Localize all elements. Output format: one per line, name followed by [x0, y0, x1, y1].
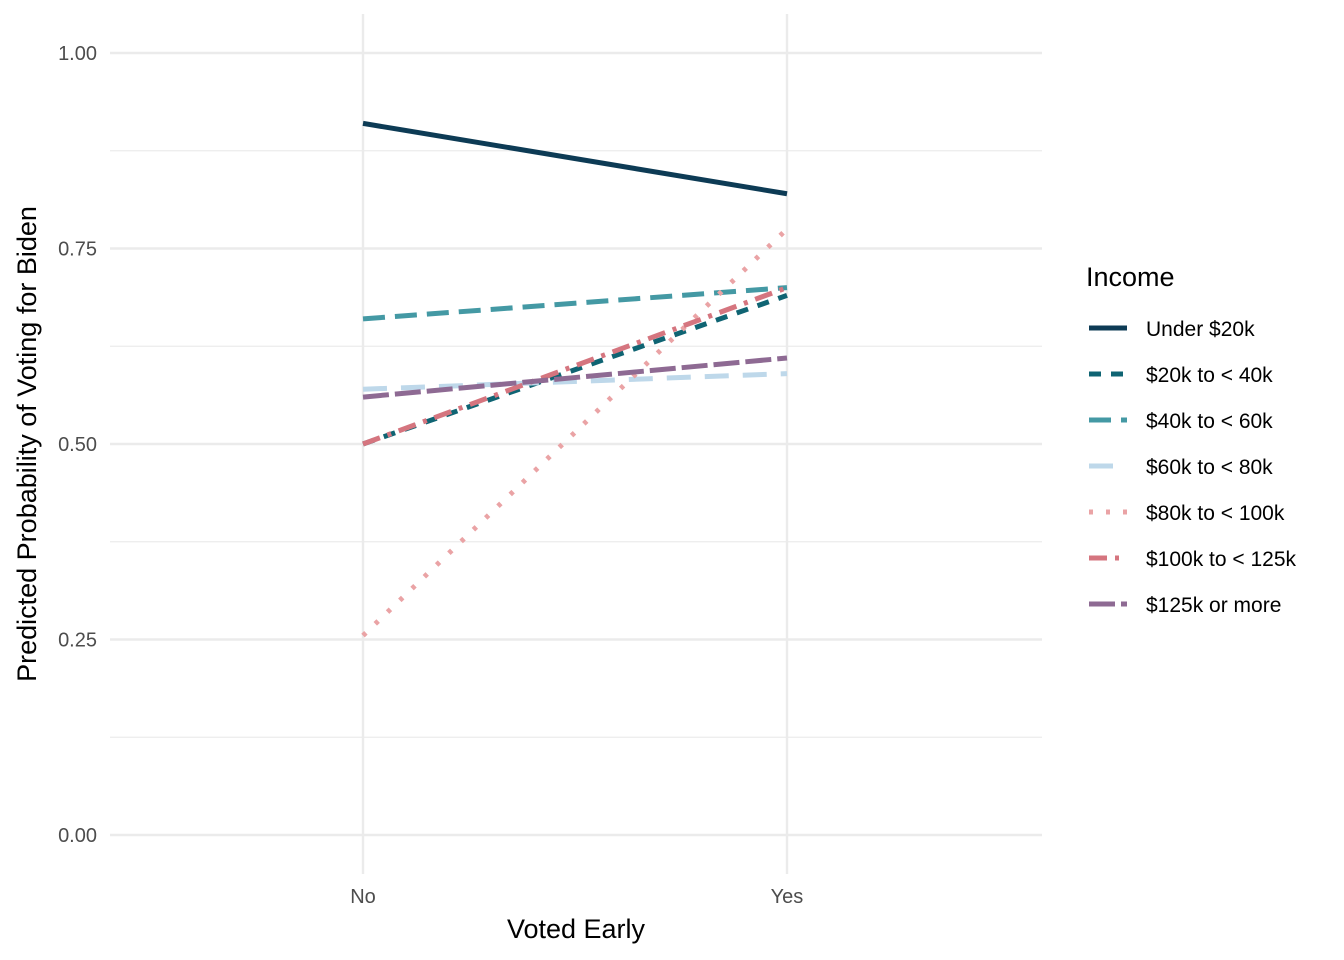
y-tick-label: 0.25 — [58, 630, 97, 652]
legend-label: $20k to < 40k — [1146, 364, 1273, 387]
legend-label: $100k to < 125k — [1146, 548, 1297, 571]
y-axis-ticks: 0.00 0.25 0.50 0.75 1.00 — [58, 43, 97, 847]
grid — [110, 14, 1042, 874]
legend-label: $125k or more — [1146, 594, 1281, 617]
x-axis-ticks: No Yes — [350, 886, 803, 908]
legend-item: $80k to < 100k — [1089, 502, 1285, 525]
legend-item: $40k to < 60k — [1089, 410, 1273, 433]
legend-item: $20k to < 40k — [1089, 364, 1273, 387]
series-line-3 — [362, 285, 788, 322]
legend-item: $100k to < 125k — [1089, 548, 1297, 571]
y-tick-label: 0.00 — [58, 825, 97, 847]
series-line-1 — [362, 120, 788, 197]
x-tick-label: Yes — [771, 886, 804, 908]
legend-label: $40k to < 60k — [1146, 410, 1273, 433]
legend: Income Under $20k $20k to < 40k $40k to < … — [1086, 262, 1297, 617]
series-line-5 — [361, 227, 789, 638]
legend-title: Income — [1086, 262, 1175, 292]
series-line-2 — [362, 293, 788, 447]
y-axis-title: Predicted Probability of Voting for Bide… — [12, 206, 42, 682]
y-tick-label: 0.50 — [58, 434, 97, 456]
legend-label: $80k to < 100k — [1146, 502, 1285, 525]
x-axis-title: Voted Early — [507, 914, 646, 944]
x-tick-label: No — [350, 886, 376, 908]
legend-item: $125k or more — [1089, 594, 1281, 617]
legend-item: $60k to < 80k — [1089, 456, 1273, 479]
series-layer — [361, 120, 789, 638]
legend-label: Under $20k — [1146, 318, 1255, 341]
legend-label: $60k to < 80k — [1146, 456, 1273, 479]
y-tick-label: 1.00 — [58, 43, 97, 65]
legend-item: Under $20k — [1089, 318, 1255, 341]
y-tick-label: 0.75 — [58, 239, 97, 261]
series-line-4 — [362, 371, 788, 392]
series-line-7 — [362, 355, 788, 400]
